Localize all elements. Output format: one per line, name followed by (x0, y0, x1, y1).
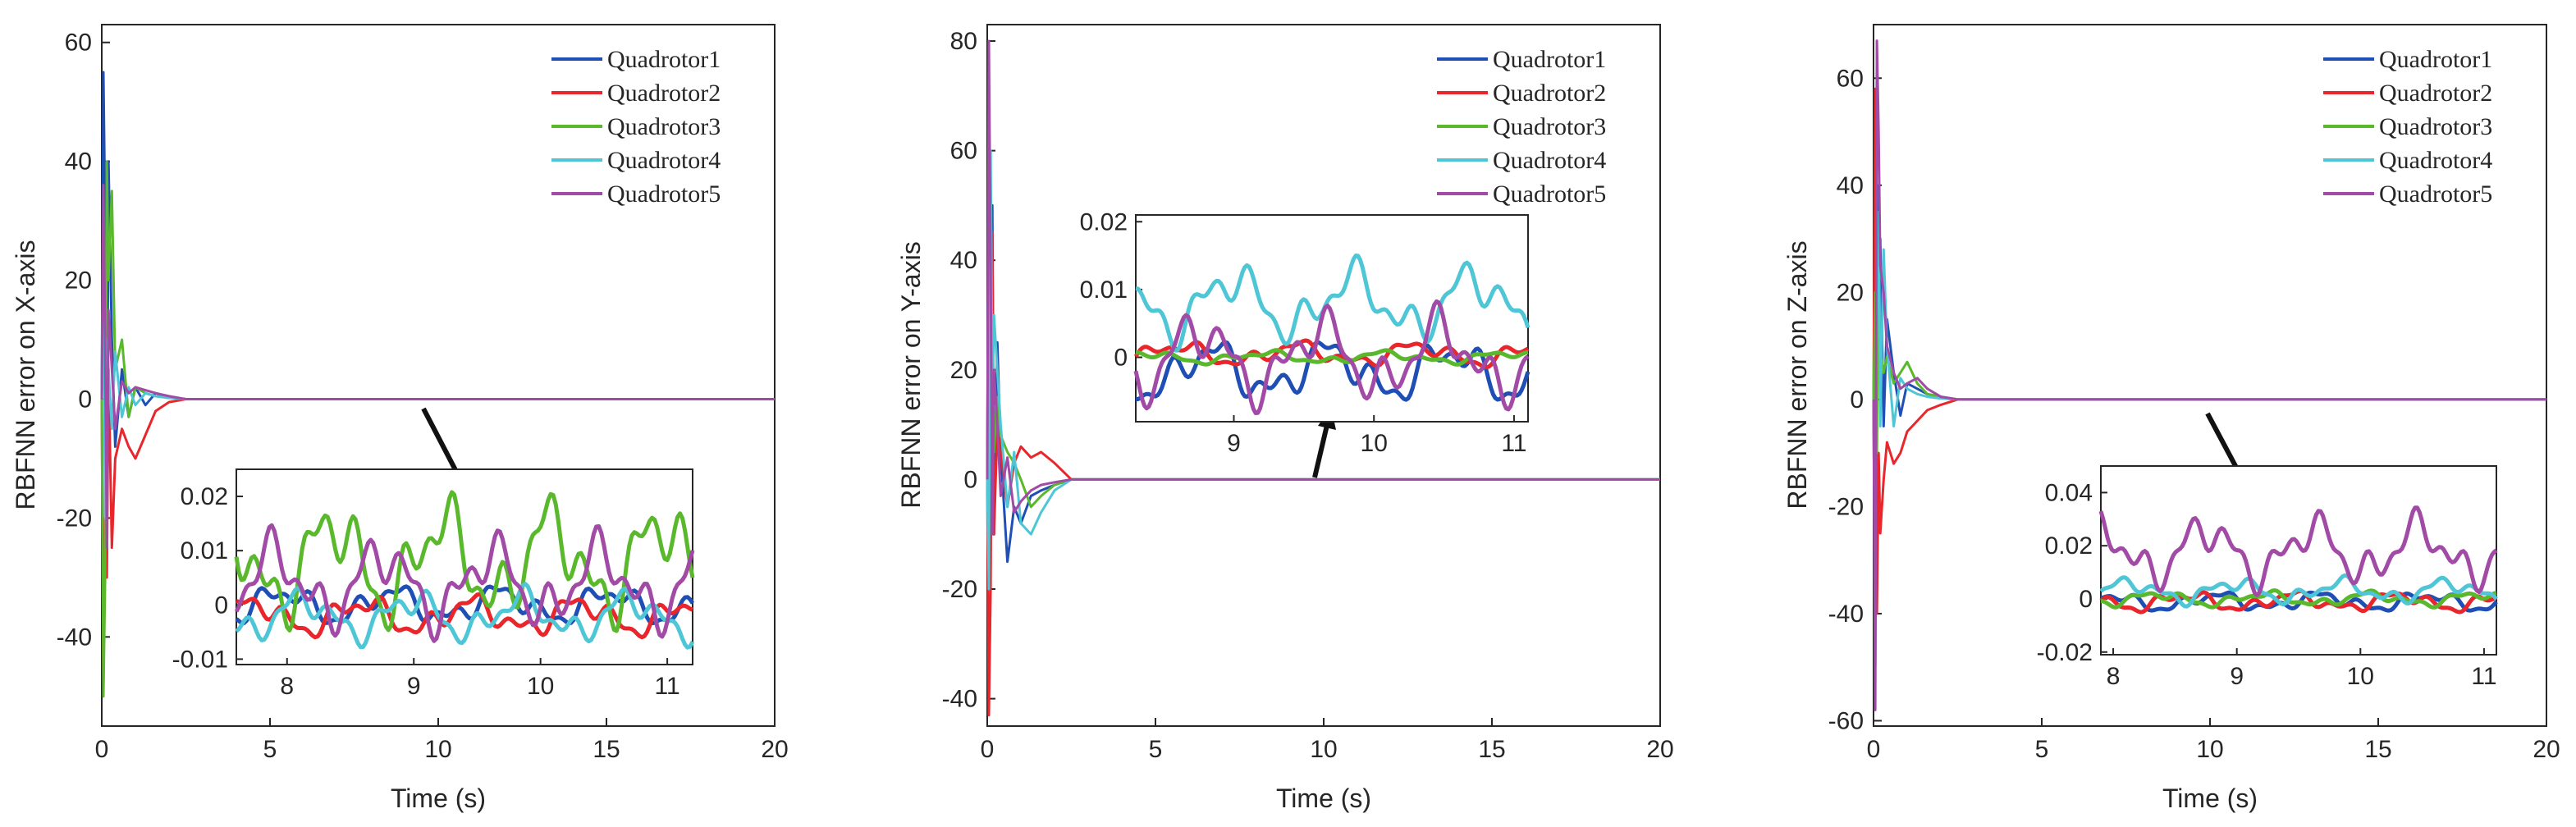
chart-panel-y: 0 5 10 15 20 -40 -20 0 20 40 60 80 Time (s) RBFNN e… (896, 24, 1674, 813)
y-tick-label: 0 (1850, 386, 1864, 414)
inset-x-tick-label: 11 (1501, 430, 1526, 457)
series-line-quadrotor2 (1872, 87, 2546, 615)
y-tick-label: 40 (65, 148, 92, 176)
inset-y-tick-label: 0.04 (2045, 479, 2093, 506)
x-tick-label: 15 (2364, 736, 2391, 763)
y-tick-label: 20 (950, 357, 977, 384)
y-tick-label: 20 (1837, 279, 1864, 306)
inset-series-line-quadrotor3 (234, 490, 695, 633)
inset-series-line-quadrotor3 (1136, 348, 1529, 367)
inset-y-tick-label: -0.02 (2037, 639, 2093, 666)
series-line-quadrotor5 (100, 184, 775, 550)
inset-series-line-quadrotor5 (234, 523, 695, 643)
inset-y-tick-label: 0.02 (2045, 532, 2093, 560)
x-tick-label: 0 (981, 736, 995, 763)
inset-series-line-quadrotor4 (2099, 573, 2498, 609)
series-line-quadrotor5 (1872, 39, 2546, 711)
inset-y-tick-label: 0 (214, 592, 228, 619)
inset-y-tick-label: 0 (2079, 586, 2093, 613)
inset-x-tick-label: 10 (1361, 430, 1388, 457)
x-tick-label: 0 (95, 736, 109, 763)
y-tick-label: -20 (57, 505, 92, 532)
x-tick-label: 10 (424, 736, 451, 763)
y-tick-label: -40 (942, 686, 977, 713)
inset-y-tick-label: -0.01 (172, 646, 228, 673)
legend-label: Quadrotor4 (1493, 147, 1606, 174)
inset-x-tick-label: 11 (655, 673, 680, 700)
y-axis-label: RBFNN error on Y-axis (896, 241, 926, 508)
y-axis-label: RBFNN error on Z-axis (1782, 240, 1812, 509)
x-tick-label: 20 (761, 736, 788, 763)
inset-x-tick-label: 8 (280, 673, 294, 700)
inset-x-tick-label: 11 (2471, 663, 2496, 690)
inset-x-tick-label: 10 (527, 673, 554, 700)
x-tick-label: 5 (1149, 736, 1163, 763)
x-tick-label: 0 (1867, 736, 1881, 763)
y-tick-label: 40 (1837, 172, 1864, 199)
legend-label: Quadrotor1 (2379, 46, 2492, 73)
legend-label: Quadrotor4 (607, 147, 721, 174)
x-tick-label: 10 (1310, 736, 1337, 763)
legend-label: Quadrotor5 (2379, 180, 2492, 208)
x-tick-label: 15 (593, 736, 620, 763)
inset-pointer-arrow (1312, 421, 1330, 478)
legend-label: Quadrotor2 (607, 80, 721, 107)
inset-y-tick-label: 0.02 (181, 483, 228, 510)
series-line-quadrotor5 (986, 39, 1660, 536)
legend-label: Quadrotor1 (607, 46, 721, 73)
x-tick-label: 15 (1478, 736, 1505, 763)
chart-panel-z: 0 5 10 15 20 -60 -40 -20 0 20 40 60 Time (s) RBFNN … (1782, 24, 2560, 813)
inset-frame (2100, 465, 2497, 656)
inset-x-tick-label: 10 (2347, 663, 2374, 690)
legend-label: Quadrotor5 (1493, 180, 1606, 208)
y-tick-label: 20 (65, 267, 92, 295)
inset-series-line-quadrotor4 (235, 582, 695, 650)
y-tick-label: 60 (65, 30, 92, 57)
x-tick-label: 20 (1646, 736, 1673, 763)
inset-series-line-quadrotor4 (1135, 254, 1531, 353)
inset-y-tick-label: 0.01 (1080, 276, 1128, 304)
y-tick-label: -40 (57, 624, 92, 651)
legend-label: Quadrotor1 (1493, 46, 1606, 73)
legend-label: Quadrotor2 (1493, 80, 1606, 107)
inset-x-tick-label: 9 (2230, 663, 2244, 690)
y-tick-label: 60 (1837, 65, 1864, 92)
y-tick-label: -60 (1828, 707, 1864, 734)
inset-y-tick-label: 0.01 (181, 537, 228, 564)
chart-panel-x: 0 5 10 15 20 -40 -20 0 20 40 60 Time (s) RBFNN err… (11, 24, 789, 813)
inset-y-tick-label: 0.02 (1080, 208, 1128, 235)
legend-label: Quadrotor4 (2379, 147, 2492, 174)
legend-label: Quadrotor3 (1493, 113, 1606, 140)
y-tick-label: 40 (950, 247, 977, 274)
legend-label: Quadrotor3 (2379, 113, 2492, 140)
y-tick-label: 0 (963, 466, 977, 493)
legend-label: Quadrotor3 (607, 113, 721, 140)
y-tick-label: -20 (942, 576, 977, 603)
y-tick-label: -20 (1828, 493, 1864, 520)
inset-series-line-quadrotor3 (2100, 588, 2497, 610)
inset-series-line-quadrotor5 (2098, 505, 2498, 597)
y-tick-label: 60 (950, 138, 977, 165)
x-tick-label: 10 (2196, 736, 2223, 763)
inset-series-line-quadrotor2 (236, 592, 693, 640)
legend-label: Quadrotor2 (2379, 80, 2492, 107)
inset-y-tick-label: 0 (1114, 345, 1128, 372)
x-axis-label: Time (s) (1276, 784, 1371, 813)
y-tick-label: 0 (78, 386, 92, 413)
x-axis-label: Time (s) (2162, 784, 2258, 813)
y-axis-label: RBFNN error on X-axis (11, 240, 40, 510)
x-tick-label: 5 (2035, 736, 2049, 763)
inset-x-tick-label: 8 (2107, 663, 2121, 690)
inset-x-tick-label: 9 (407, 673, 421, 700)
x-tick-label: 20 (2533, 736, 2560, 763)
y-tick-label: -40 (1828, 601, 1864, 628)
inset-x-tick-label: 9 (1227, 430, 1241, 457)
inset-series-line-quadrotor5 (1133, 299, 1530, 415)
x-axis-label: Time (s) (391, 784, 486, 813)
legend-label: Quadrotor5 (607, 180, 721, 208)
x-tick-label: 5 (263, 736, 277, 763)
y-tick-label: 80 (950, 28, 977, 55)
